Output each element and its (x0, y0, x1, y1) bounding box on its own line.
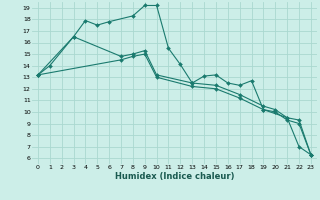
X-axis label: Humidex (Indice chaleur): Humidex (Indice chaleur) (115, 172, 234, 181)
